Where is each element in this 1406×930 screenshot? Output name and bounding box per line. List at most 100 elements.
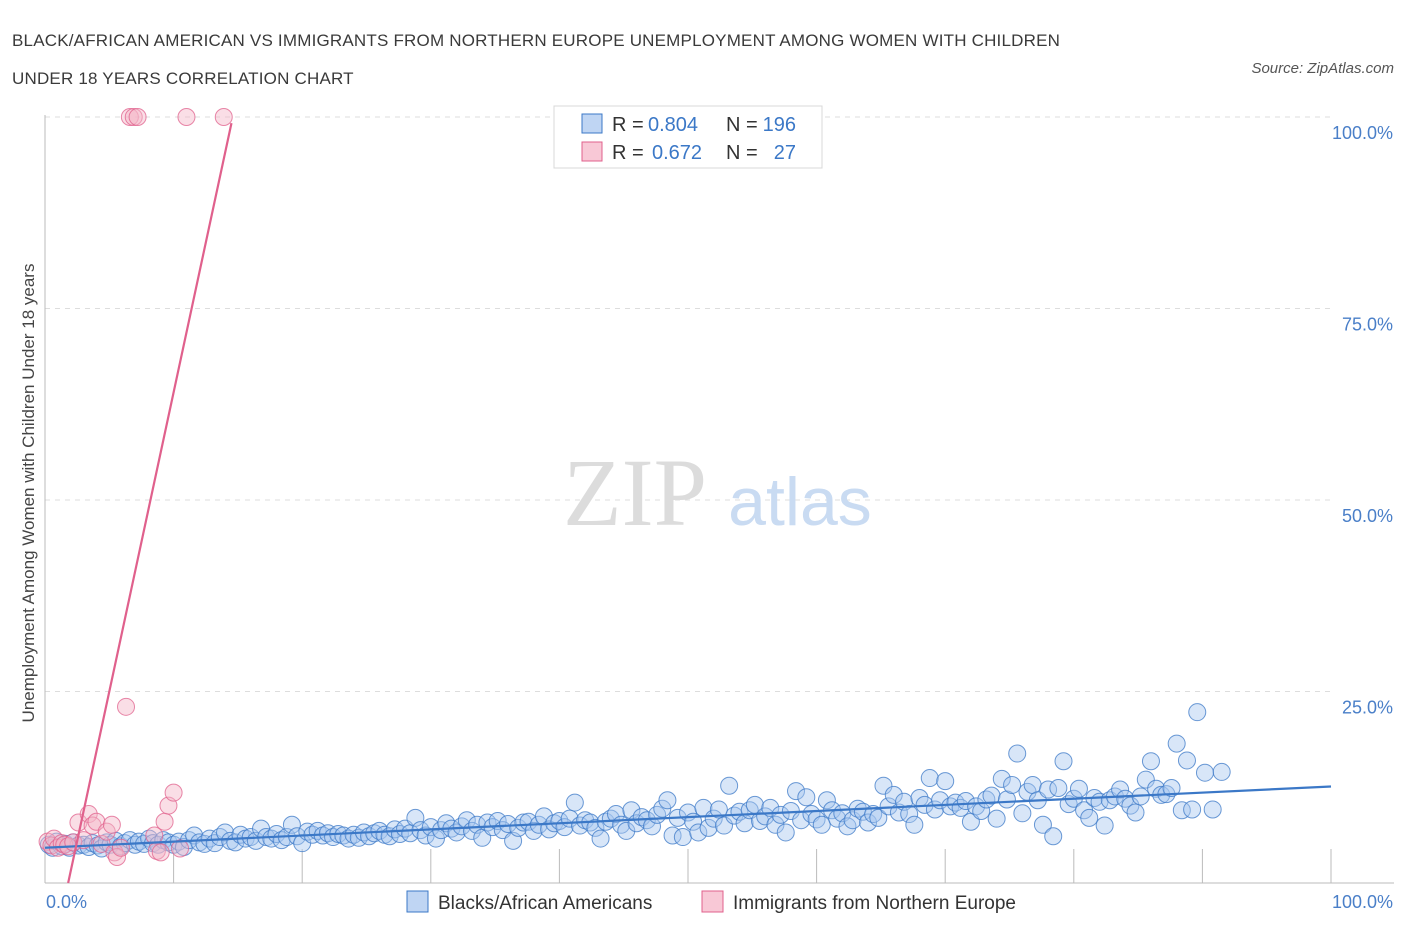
trendline-blacks — [44, 785, 1332, 849]
y-tick-label: 75.0% — [1342, 315, 1393, 335]
point-blacks — [905, 815, 924, 834]
point-blacks — [859, 813, 878, 832]
point-blacks — [997, 790, 1016, 809]
series-blacks-points — [39, 703, 1231, 858]
point-blacks — [838, 817, 857, 836]
legend-swatch-blue — [581, 113, 603, 134]
point-blacks — [1033, 815, 1052, 834]
gridlines — [45, 116, 1331, 692]
point-blacks — [689, 823, 708, 842]
point-blacks — [653, 799, 672, 818]
legend-r-value-blue: 0.804 — [648, 114, 698, 136]
legend-r-value-pink: 0.672 — [652, 142, 702, 164]
point-blacks — [267, 824, 286, 843]
y-tick-label: 25.0% — [1342, 698, 1393, 718]
point-immigrants — [171, 839, 190, 858]
chart-source: Source: ZipAtlas.com — [1251, 60, 1394, 77]
point-blacks — [1044, 827, 1063, 846]
point-blacks — [1049, 779, 1068, 798]
y-tick-label: 50.0% — [1342, 506, 1393, 526]
watermark: ZIP atlas — [563, 439, 872, 546]
watermark-zip: ZIP — [563, 439, 707, 546]
y-tick-label: 100.0% — [1332, 123, 1393, 143]
point-blacks — [586, 818, 605, 837]
point-blacks — [704, 809, 723, 828]
series-legend-label-pink: Immigrants from Northern Europe — [733, 893, 1016, 914]
point-blacks — [1188, 703, 1207, 722]
point-immigrants — [128, 108, 147, 126]
point-blacks — [869, 808, 888, 827]
point-blacks — [565, 793, 584, 812]
point-immigrants — [120, 108, 139, 126]
point-blacks — [812, 815, 831, 834]
point-blacks — [1147, 779, 1166, 798]
x-tick-label-max: 100.0% — [1332, 892, 1393, 912]
point-blacks — [982, 786, 1001, 805]
point-immigrants — [145, 826, 164, 845]
point-blacks — [1111, 780, 1130, 799]
point-blacks — [1080, 808, 1099, 827]
y-axis-label: Unemployment Among Women with Children U… — [19, 264, 38, 723]
legend-r-label-pink: R = — [612, 142, 644, 164]
point-blacks — [606, 805, 625, 824]
point-blacks — [524, 821, 543, 840]
point-blacks — [1203, 800, 1222, 819]
point-blacks — [1126, 803, 1145, 822]
series-legend-swatch-blue — [406, 890, 429, 913]
point-blacks — [699, 818, 718, 837]
point-blacks — [987, 809, 1006, 828]
series-legend: Blacks/African Americans Immigrants from… — [406, 890, 1016, 914]
point-blacks — [591, 829, 610, 848]
point-blacks — [452, 817, 471, 836]
point-blacks — [1195, 763, 1214, 782]
point-blacks — [282, 815, 301, 834]
point-blacks — [1003, 775, 1022, 794]
point-blacks — [1177, 751, 1196, 770]
point-blacks — [992, 769, 1011, 788]
x-tick-label-min: 0.0% — [46, 892, 87, 912]
point-blacks — [1162, 779, 1181, 798]
point-blacks — [776, 823, 795, 842]
point-immigrants — [117, 697, 136, 716]
point-immigrants — [151, 843, 170, 862]
correlation-legend: R = 0.804 N = 196 R = 0.672 N = 27 — [553, 105, 823, 169]
trendline-immigrants — [67, 122, 233, 884]
point-immigrants — [155, 812, 174, 831]
legend-n-value-blue: 196 — [763, 114, 796, 136]
chart-title: BLACK/AFRICAN AMERICAN VS IMMIGRANTS FRO… — [12, 22, 1212, 98]
point-blacks — [1013, 804, 1032, 823]
point-blacks — [874, 776, 893, 795]
point-blacks — [720, 776, 739, 795]
tick-labels: 100.0% 75.0% 50.0% 25.0% 0.0% 100.0% — [46, 123, 1393, 912]
point-blacks — [817, 791, 836, 810]
point-blacks — [1023, 775, 1042, 794]
legend-swatch-pink — [581, 141, 603, 162]
point-blacks — [1141, 752, 1160, 771]
series-legend-label-blue: Blacks/African Americans — [438, 893, 652, 914]
point-blacks — [1183, 800, 1202, 819]
point-immigrants — [164, 783, 183, 802]
point-blacks — [334, 826, 353, 845]
point-blacks — [673, 828, 692, 847]
point-immigrants — [214, 108, 233, 126]
point-blacks — [1172, 801, 1191, 820]
series-legend-swatch-pink — [701, 890, 724, 913]
point-blacks — [1212, 762, 1231, 781]
trendlines — [44, 122, 1332, 884]
point-blacks — [766, 815, 785, 834]
point-blacks — [936, 772, 955, 791]
point-blacks — [956, 792, 975, 811]
point-blacks — [658, 791, 677, 810]
watermark-atlas: atlas — [728, 464, 872, 540]
point-immigrants — [111, 838, 130, 857]
legend-n-value-pink: 27 — [774, 142, 796, 164]
legend-n-label-blue: N = — [726, 114, 758, 136]
point-blacks — [1095, 816, 1114, 835]
legend-r-label-blue: R = — [612, 114, 644, 136]
point-immigrants — [177, 108, 196, 126]
point-blacks — [709, 800, 728, 819]
chart-title-line-1: BLACK/AFRICAN AMERICAN VS IMMIGRANTS FRO… — [12, 31, 1061, 50]
point-blacks — [509, 818, 528, 837]
point-immigrants — [108, 847, 127, 866]
